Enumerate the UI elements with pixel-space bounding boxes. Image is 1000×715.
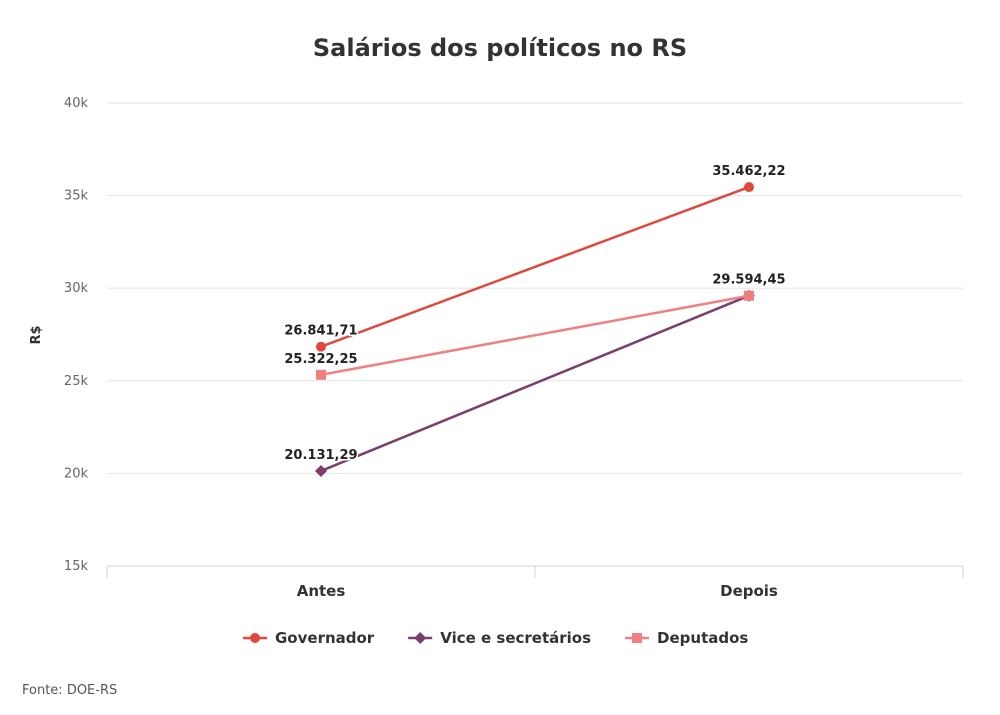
data-point[interactable] [316,341,326,352]
legend-marker [414,632,427,644]
data-label: 29.594,45 [712,273,785,288]
data-point[interactable] [315,464,327,477]
data-point[interactable] [316,369,326,380]
y-tick-label: 35k [64,189,89,204]
legend-item[interactable]: Deputados [625,629,748,647]
y-tick-label: 15k [64,559,89,574]
data-label: 26.841,71 [284,324,357,339]
x-tick-label: Depois [720,582,778,600]
series-1 [315,289,755,477]
legend-item[interactable]: Vice e secretários [408,629,591,647]
data-label: 35.462,22 [712,164,785,179]
source-note: Fonte: DOE-RS [22,683,117,698]
y-tick-label: 25k [64,374,89,389]
series-line[interactable] [320,294,750,377]
legend-marker [632,633,643,643]
x-tick-label: Antes [297,582,346,600]
gridlines: 15k 20k 25k 30k 35k 40k [64,96,963,574]
y-axis-label: R$ [29,325,44,344]
series-line[interactable] [320,185,750,348]
legend-label: Governador [275,629,375,647]
chart-title: Salários dos políticos no RS [313,34,687,62]
legend-label: Deputados [657,629,748,647]
data-label: 25.322,25 [284,352,357,367]
series-line[interactable] [320,294,750,473]
legend-marker [250,633,260,643]
series-0 [316,182,754,352]
y-tick-label: 40k [64,96,89,111]
data-point[interactable] [744,182,754,193]
series-layer [315,182,755,477]
legend-item[interactable]: Governador [243,629,375,647]
y-tick-label: 20k [64,466,89,481]
y-tick-label: 30k [64,281,89,296]
x-axis: Antes Depois [106,565,964,600]
data-point[interactable] [744,290,754,301]
legend-label: Vice e secretários [440,629,591,647]
series-2 [316,290,754,380]
legend[interactable]: Governador Vice e secretários Deputados [243,629,748,647]
data-labels: 26.841,71 35.462,22 20.131,29 25.322,25 29.5… [283,163,787,465]
data-label: 20.131,29 [284,448,357,463]
